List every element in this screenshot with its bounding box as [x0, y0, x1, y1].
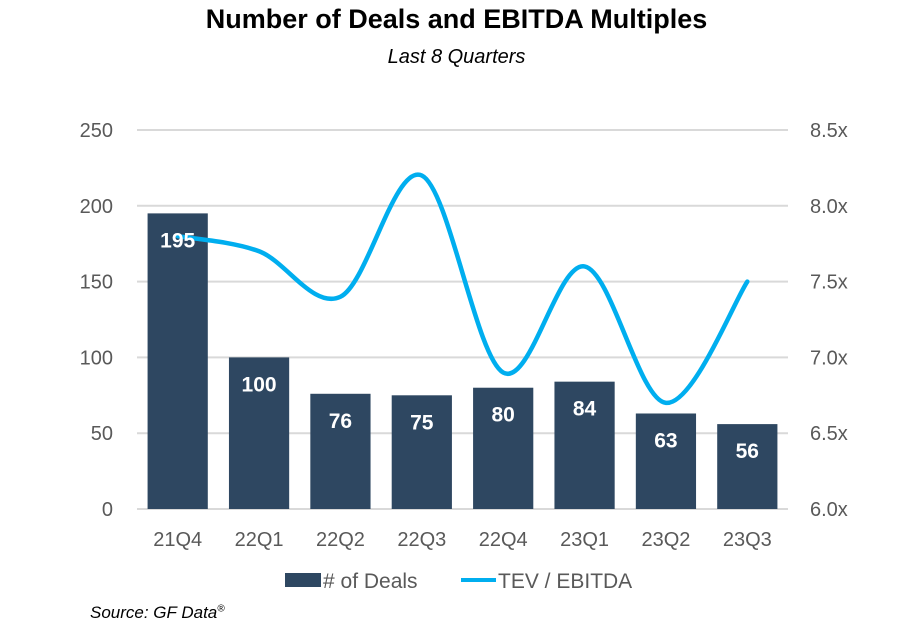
bar-data-label: 80	[492, 404, 515, 427]
left-axis-tick-label: 0	[102, 499, 113, 521]
right-axis-tick-label: 7.5x	[810, 272, 848, 294]
left-axis-tick-label: 250	[80, 120, 113, 142]
bar-data-label: 195	[160, 229, 195, 252]
bar-22Q1	[228, 357, 290, 509]
bars	[147, 213, 778, 509]
chart-title: Number of Deals and EBITDA Multiples	[205, 4, 708, 34]
x-axis-tick-label: 22Q1	[235, 529, 284, 551]
left-axis-ticks: 0 50 100 150 200 250	[80, 120, 113, 521]
left-axis-tick-label: 150	[80, 272, 113, 294]
right-axis-tick-label: 8.0x	[810, 196, 848, 218]
bar-23Q1	[554, 381, 615, 509]
bar-23Q2	[635, 413, 697, 509]
bar-data-label: 84	[573, 398, 597, 421]
bar-data-label: 63	[654, 429, 677, 452]
bar-data-label: 100	[242, 373, 277, 396]
left-axis-tick-label: 50	[91, 423, 113, 445]
x-axis-tick-label: 22Q2	[316, 529, 365, 551]
x-axis-tick-label: 23Q1	[560, 529, 609, 551]
bar-22Q3	[391, 395, 452, 509]
x-axis-ticks: 21Q4 22Q1 22Q2 22Q3 22Q4 23Q1 23Q2 23Q3	[153, 529, 772, 551]
x-axis-tick-label: 22Q4	[479, 529, 528, 551]
tev-ebitda-line	[175, 172, 750, 406]
line-series	[175, 172, 750, 406]
data-labels: 195 100 76 75 80 84 63 56	[160, 229, 759, 463]
x-axis-tick-label: 23Q3	[723, 529, 772, 551]
left-axis-tick-label: 200	[80, 196, 113, 218]
source-text: Source: GF Data	[90, 603, 218, 622]
bar-22Q4	[473, 387, 534, 509]
registered-mark: ®	[217, 603, 225, 615]
bar-22Q2	[310, 393, 371, 509]
chart-subtitle: Last 8 Quarters	[387, 46, 526, 68]
legend-label-tev: TEV / EBITDA	[498, 570, 632, 593]
x-axis-tick-label: 21Q4	[153, 529, 202, 551]
x-axis-tick-label: 22Q3	[397, 529, 446, 551]
legend-swatch-deals	[285, 573, 321, 587]
x-axis-tick-label: 23Q2	[641, 529, 690, 551]
left-axis-tick-label: 100	[80, 347, 113, 369]
right-axis-ticks: 6.0x 6.5x 7.0x 7.5x 8.0x 8.5x	[810, 120, 848, 521]
bar-data-label: 76	[329, 410, 352, 433]
right-axis-tick-label: 6.5x	[810, 423, 848, 445]
legend: # of Deals TEV / EBITDA	[285, 570, 632, 593]
right-axis-tick-label: 7.0x	[810, 347, 848, 369]
bar-21Q4	[147, 213, 208, 509]
bar-data-label: 56	[736, 440, 759, 463]
bar-data-label: 75	[410, 411, 434, 434]
right-axis-tick-label: 6.0x	[810, 499, 848, 521]
bar-23Q3	[717, 424, 778, 509]
source-note: Source: GF Data®	[90, 603, 225, 623]
right-axis-tick-label: 8.5x	[810, 120, 848, 142]
legend-label-deals: # of Deals	[323, 570, 418, 593]
